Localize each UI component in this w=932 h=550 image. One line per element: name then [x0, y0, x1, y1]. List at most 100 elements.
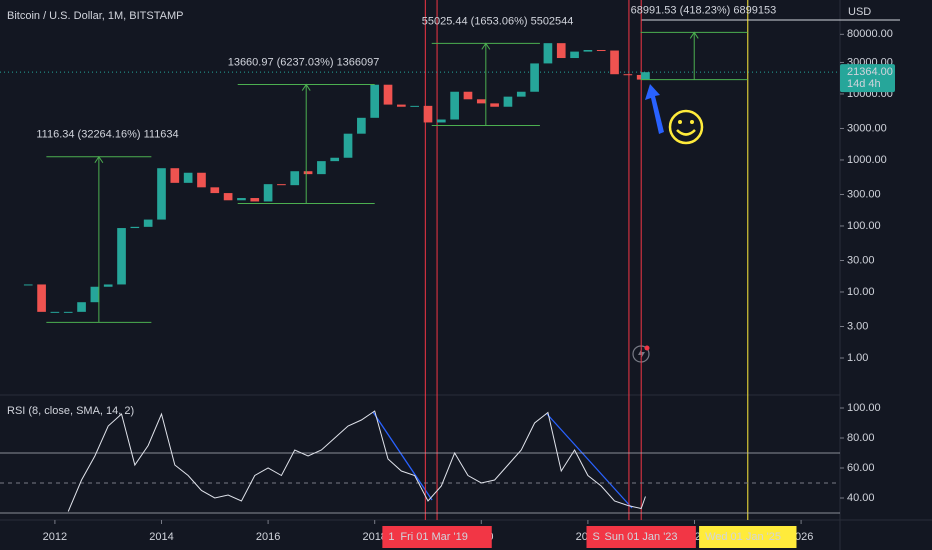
date-label-box	[586, 526, 696, 548]
rsi-title: RSI (8, close, SMA, 14, 2)	[7, 405, 134, 417]
rsi-line	[67, 410, 646, 512]
candle	[610, 50, 619, 75]
candle	[450, 91, 459, 120]
annotations	[372, 84, 704, 509]
y-tick-label: 3.00	[847, 320, 868, 332]
y-tick-label: 3000.00	[847, 122, 887, 134]
measure-label: 68991.53 (418.23%) 6899153	[631, 4, 777, 16]
candle	[490, 103, 499, 107]
candle	[543, 43, 553, 64]
candle	[263, 184, 273, 202]
candle	[50, 311, 60, 313]
y-tick-label: 60.00	[847, 462, 875, 474]
y-tick-label: 100.00	[847, 402, 881, 414]
candle	[343, 133, 353, 158]
date-label: Wed 01 Jan '25	[705, 531, 781, 543]
measure-label: 13660.97 (6237.03%) 1366097	[228, 56, 380, 68]
candle	[641, 72, 650, 80]
candle	[436, 119, 446, 123]
candle	[210, 187, 220, 194]
candle	[197, 172, 206, 188]
candle	[170, 168, 180, 183]
smiley-eye	[678, 120, 682, 124]
measure-label: 1116.34 (32264.16%) 111634	[36, 129, 178, 141]
candle	[77, 302, 86, 312]
rsi-trendline	[372, 411, 433, 501]
candles	[23, 43, 650, 313]
candle	[290, 171, 300, 186]
candle	[117, 228, 126, 285]
candle	[277, 184, 286, 186]
y-tick-label: 1000.00	[847, 154, 887, 166]
candle	[237, 198, 246, 201]
candle	[410, 105, 420, 107]
candle	[556, 43, 566, 59]
date-label: Sun 01 Jan '23	[604, 531, 677, 543]
date-label-prefix: S	[592, 531, 599, 543]
candle	[63, 311, 73, 313]
candle	[476, 99, 486, 104]
y-tick-label: 10.00	[847, 286, 875, 298]
candle	[423, 105, 433, 123]
date-label-box	[382, 526, 492, 548]
y-tick-label: 30000.00	[847, 56, 893, 68]
candle	[303, 171, 313, 175]
candle	[463, 91, 473, 100]
alert-dot	[644, 345, 650, 351]
smiley-mouth	[676, 129, 696, 136]
y-tick-label: 100.00	[847, 220, 881, 232]
candle	[250, 198, 260, 202]
candle	[143, 219, 153, 227]
candle	[23, 284, 33, 286]
y-tick-label: 40.00	[847, 492, 875, 504]
candle	[157, 168, 166, 220]
candle	[383, 84, 393, 105]
candle	[37, 284, 46, 312]
y-tick-label: 300.00	[847, 188, 881, 200]
candle	[397, 104, 406, 107]
candle	[90, 286, 100, 303]
measure-arrow-head	[94, 155, 104, 163]
rsi-trendline	[546, 413, 633, 509]
blue-arrow	[645, 84, 664, 134]
x-tick-label: 2012	[43, 531, 67, 543]
smiley-face	[668, 109, 704, 145]
candle	[330, 157, 340, 162]
measure-arrow-head	[689, 31, 699, 39]
symbol-title: Bitcoin / U.S. Dollar, 1M, BITSTAMP	[7, 10, 183, 22]
candle	[223, 193, 233, 201]
y-tick-label: 80.00	[847, 432, 875, 444]
measure-arrow-head	[301, 83, 311, 91]
y-tick-label: 30.00	[847, 254, 875, 266]
y-tick-label: 1.00	[847, 352, 868, 364]
candle	[503, 96, 513, 107]
measure-label: 55025.44 (1653.06%) 5502544	[422, 15, 574, 27]
candle	[317, 161, 326, 175]
countdown: 14d 4h	[847, 78, 881, 90]
x-tick-label: 2016	[256, 531, 280, 543]
candle	[583, 50, 593, 52]
x-tick-label: 2014	[149, 531, 173, 543]
candle	[103, 284, 113, 287]
last-price-label: 21364.00	[847, 66, 893, 78]
x-tick-label: 2018	[362, 531, 386, 543]
candle	[130, 226, 140, 229]
candle	[570, 51, 579, 59]
candle	[530, 63, 539, 92]
candle	[183, 172, 193, 183]
date-label: Fri 01 Mar '19	[400, 531, 468, 543]
smiley-eye	[690, 120, 694, 124]
currency: USD	[848, 6, 871, 18]
candle	[370, 84, 380, 118]
candle	[516, 91, 526, 97]
last-price-box	[840, 64, 895, 93]
candle	[596, 50, 606, 52]
date-label-box	[699, 526, 797, 548]
candle	[623, 74, 633, 76]
date-label-prefix: 1	[388, 531, 394, 543]
candle	[357, 117, 366, 134]
measure-arrow-head	[481, 42, 491, 50]
y-tick-label: 80000.00	[847, 28, 893, 40]
